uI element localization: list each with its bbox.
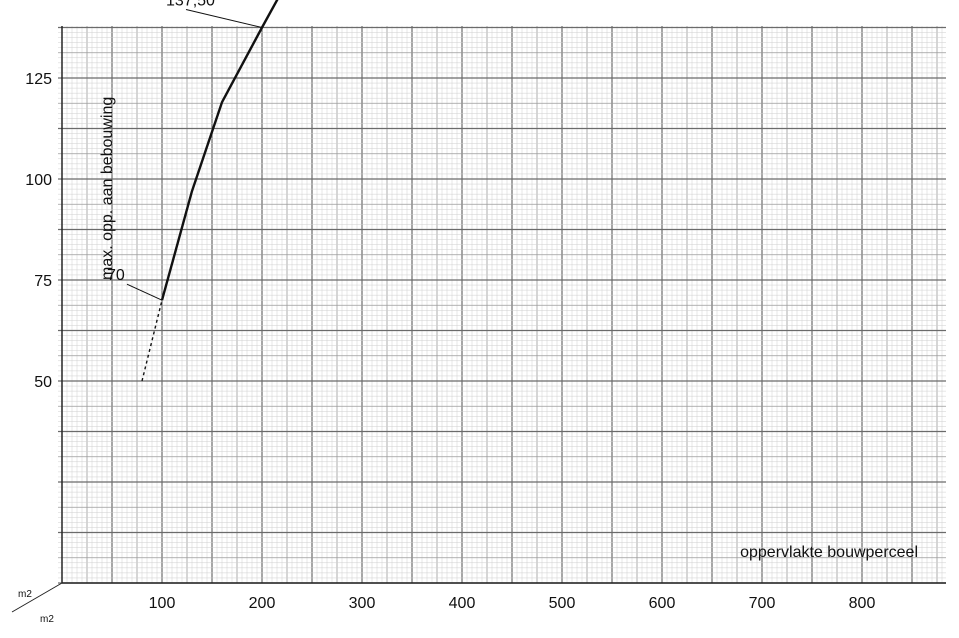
- label-leader-line: [185, 9, 263, 28]
- series-dashed-extension: [141, 300, 163, 382]
- data-label: 137,50: [166, 0, 215, 10]
- data-label: 70: [107, 267, 125, 284]
- x-tick-label: 200: [249, 595, 276, 612]
- x-tick-label: 300: [349, 595, 376, 612]
- y-tick-label: 75: [34, 273, 52, 290]
- chart-grid: [58, 26, 946, 584]
- y-tick-label: 125: [25, 71, 52, 88]
- x-axis-title: oppervlakte bouwperceel: [740, 544, 918, 561]
- x-tick-label: 600: [649, 595, 676, 612]
- tick-labels: 1002003004005006007008005075100125150175…: [25, 71, 876, 612]
- y-tick-label: 50: [34, 374, 52, 391]
- series-line: [160, 0, 279, 301]
- series-layer: [141, 0, 279, 382]
- x-tick-label: 700: [749, 595, 776, 612]
- x-tick-label: 400: [449, 595, 476, 612]
- corner-label-x: m2: [40, 614, 54, 625]
- x-tick-label: 100: [149, 595, 176, 612]
- x-tick-label: 800: [849, 595, 876, 612]
- corner-label-y: m2: [18, 589, 32, 600]
- label-leader-line: [126, 283, 163, 301]
- y-axis-title: max. opp. aan bebouwing: [99, 97, 116, 280]
- x-tick-label: 500: [549, 595, 576, 612]
- y-tick-label: 100: [25, 172, 52, 189]
- corner-diagonal: [11, 582, 63, 613]
- chart-axes: [11, 26, 946, 613]
